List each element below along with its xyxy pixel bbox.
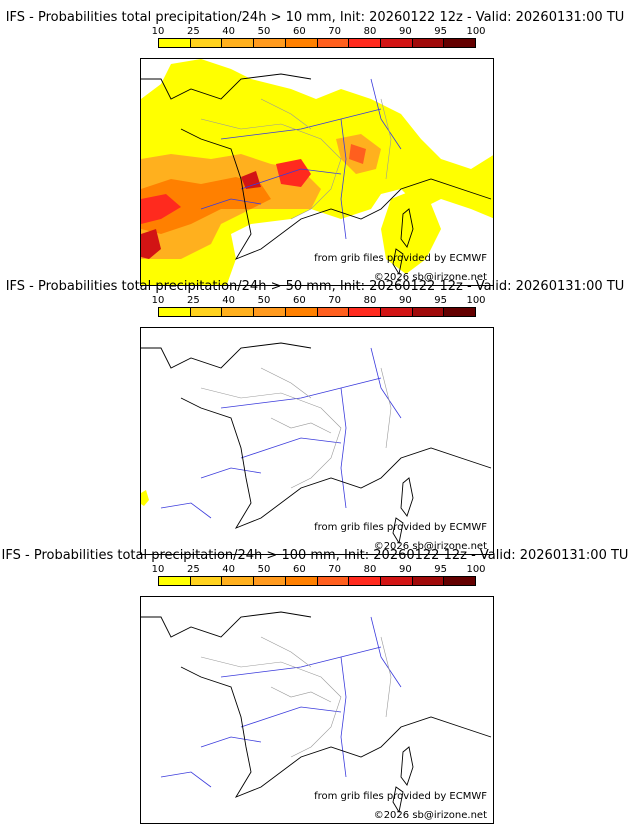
copyright-credit: ©2026 sb@irizone.net	[373, 541, 487, 552]
colorbar-tick-label: 50	[257, 295, 271, 306]
borders	[200, 367, 392, 489]
colorbar-tick-label: 95	[434, 26, 448, 37]
colorbar-swatch	[349, 39, 381, 47]
colorbar-tick-label: 60	[292, 295, 306, 306]
colorbar-swatch	[159, 308, 191, 316]
rivers	[200, 78, 402, 240]
colorbar-swatch	[444, 39, 476, 47]
borders	[200, 636, 392, 758]
coastline	[141, 342, 492, 545]
colorbar-swatch	[380, 577, 413, 585]
colorbar-tick-label: 100	[466, 26, 486, 37]
colorbar-tick-label: 95	[434, 295, 448, 306]
source-credit: from grib files provided by ECMWF	[314, 253, 487, 264]
rivers	[160, 616, 402, 788]
colorbar-swatch	[380, 39, 413, 47]
colorbar-tick-label: 60	[292, 26, 306, 37]
colorbar-swatch	[444, 308, 476, 316]
colorbar-tick-label: 80	[363, 295, 377, 306]
colorbar-ticks: 10 25 40 50 60 70 80 90 95 100	[152, 295, 486, 306]
colorbar-swatch	[254, 308, 286, 316]
colorbar-tick-label: 70	[328, 564, 342, 575]
colorbar-swatches	[158, 307, 476, 317]
colorbar-tick-label: 10	[151, 26, 165, 37]
borders	[200, 98, 392, 220]
source-credit: from grib files provided by ECMWF	[314, 791, 487, 802]
colorbar-swatches	[158, 38, 476, 48]
colorbar-tick-label: 100	[466, 564, 486, 575]
colorbar-tick-label: 90	[398, 26, 412, 37]
colorbar-swatch	[254, 577, 286, 585]
colorbar-tick-label: 80	[363, 26, 377, 37]
precip-map	[141, 59, 493, 285]
colorbar-tick-label: 100	[466, 295, 486, 306]
colorbar-swatch	[349, 577, 381, 585]
colorbar-tick-label: 25	[186, 295, 200, 306]
colorbar-swatch	[285, 39, 318, 47]
colorbar-tick-label: 70	[328, 295, 342, 306]
coastline	[141, 73, 492, 276]
colorbar-swatch	[254, 39, 286, 47]
colorbar-tick-label: 95	[434, 564, 448, 575]
map-title: IFS - Probabilities total precipitation/…	[5, 279, 625, 294]
colorbar-swatch	[317, 577, 350, 585]
colorbar-swatch	[285, 577, 318, 585]
colorbar-tick-label: 25	[186, 26, 200, 37]
colorbar-swatch	[412, 308, 445, 316]
colorbar-tick-label: 50	[257, 26, 271, 37]
colorbar-tick-label: 10	[151, 295, 165, 306]
colorbar-tick-label: 90	[398, 295, 412, 306]
map-frame[interactable]: from grib files provided by ECMWF ©2026 …	[140, 58, 494, 286]
coastline	[141, 611, 492, 814]
colorbar-tick-label: 10	[151, 564, 165, 575]
colorbar-swatch	[412, 577, 445, 585]
colorbar: 10 25 40 50 60 70 80 90 95 100	[152, 564, 486, 596]
colorbar-swatch	[285, 308, 318, 316]
colorbar-swatch	[412, 39, 445, 47]
colorbar-swatch	[159, 39, 191, 47]
colorbar-tick-label: 90	[398, 564, 412, 575]
colorbar-swatch	[190, 308, 223, 316]
colorbar-tick-label: 70	[328, 26, 342, 37]
colorbar-tick-label: 60	[292, 564, 306, 575]
colorbar-swatch	[159, 577, 191, 585]
colorbar-tick-label: 40	[222, 564, 236, 575]
colorbar-swatch	[222, 39, 255, 47]
colorbar-swatch	[222, 308, 255, 316]
colorbar-tick-label: 25	[186, 564, 200, 575]
colorbar-swatch	[190, 39, 223, 47]
colorbar-swatch	[317, 308, 350, 316]
colorbar-swatches	[158, 576, 476, 586]
map-frame[interactable]: from grib files provided by ECMWF ©2026 …	[140, 596, 494, 824]
panel-10mm: IFS - Probabilities total precipitation/…	[0, 10, 630, 286]
colorbar-swatch	[317, 39, 350, 47]
rivers	[160, 347, 402, 519]
colorbar-swatch	[444, 577, 476, 585]
map-title: IFS - Probabilities total precipitation/…	[1, 548, 629, 563]
panel-100mm: IFS - Probabilities total precipitation/…	[0, 548, 630, 824]
colorbar-ticks: 10 25 40 50 60 70 80 90 95 100	[152, 26, 486, 37]
source-credit: from grib files provided by ECMWF	[314, 522, 487, 533]
colorbar-tick-label: 50	[257, 564, 271, 575]
precip-map	[141, 342, 492, 545]
copyright-credit: ©2026 sb@irizone.net	[373, 272, 487, 283]
panel-50mm: IFS - Probabilities total precipitation/…	[0, 279, 630, 555]
colorbar-swatch	[222, 577, 255, 585]
colorbar-tick-label: 80	[363, 564, 377, 575]
colorbar-swatch	[380, 308, 413, 316]
colorbar-ticks: 10 25 40 50 60 70 80 90 95 100	[152, 564, 486, 575]
precip-field	[141, 490, 149, 506]
colorbar: 10 25 40 50 60 70 80 90 95 100	[152, 295, 486, 327]
precip-field	[141, 59, 493, 285]
colorbar-tick-label: 40	[222, 26, 236, 37]
map-frame[interactable]: from grib files provided by ECMWF ©2026 …	[140, 327, 494, 555]
colorbar: 10 25 40 50 60 70 80 90 95 100	[152, 26, 486, 58]
colorbar-swatch	[349, 308, 381, 316]
precip-map	[141, 611, 492, 814]
copyright-credit: ©2026 sb@irizone.net	[373, 810, 487, 821]
colorbar-swatch	[190, 577, 223, 585]
map-title: IFS - Probabilities total precipitation/…	[5, 10, 625, 25]
colorbar-tick-label: 40	[222, 295, 236, 306]
